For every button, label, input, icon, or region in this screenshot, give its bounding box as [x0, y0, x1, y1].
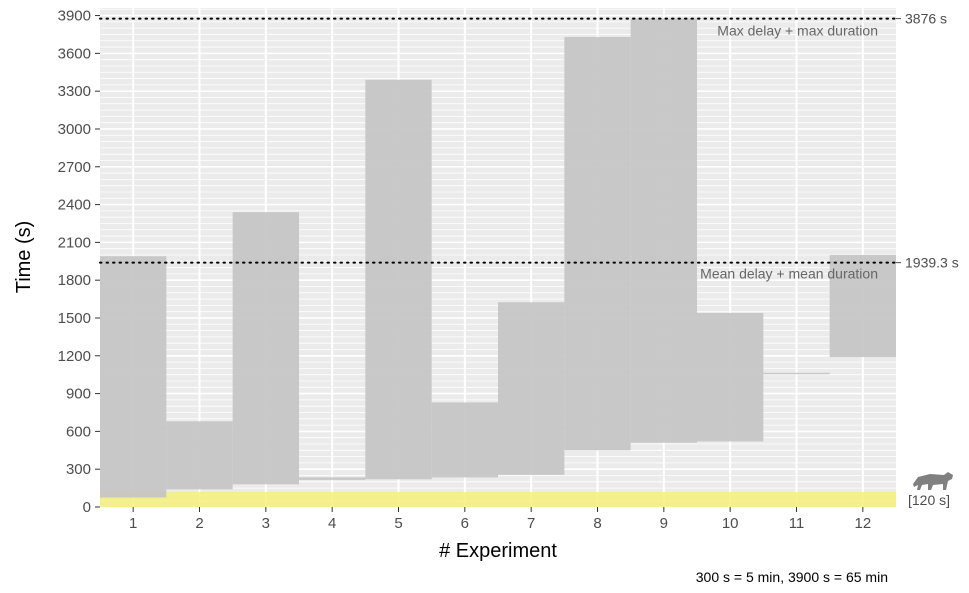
- ref-layer: 3876 s Max delay + max duration 1939.3 s Me…: [99, 11, 959, 282]
- bar-experiment-8: [564, 36, 631, 451]
- reference-side-label: 1939.3 s: [905, 255, 959, 271]
- y-tick-label: 2400: [58, 197, 91, 214]
- reference-line-label: Max delay + max duration: [717, 23, 878, 39]
- bar-experiment-2: [166, 421, 233, 490]
- y-tick-label: 3000: [58, 121, 91, 138]
- y-tick-label: 2700: [58, 159, 91, 176]
- x-tick-label: 7: [527, 515, 535, 532]
- bar-experiment-12: [829, 254, 896, 358]
- bar-experiment-7: [498, 302, 565, 475]
- bar-experiment-1: [100, 256, 167, 498]
- reference-line-label: Mean delay + mean duration: [700, 266, 878, 282]
- x-tick-label: 8: [593, 515, 601, 532]
- y-tick-label: 3300: [58, 83, 91, 100]
- footnote: 300 s = 5 min, 3900 s = 65 min: [696, 569, 888, 585]
- bar-experiment-11: [763, 372, 830, 375]
- band-layer: [100, 491, 896, 507]
- bar-experiment-9: [630, 18, 697, 443]
- y-tick-label: 0: [83, 499, 91, 516]
- x-axis-title: # Experiment: [439, 540, 557, 562]
- y-tick-label: 300: [66, 461, 91, 478]
- x-tick-label: 5: [394, 515, 402, 532]
- x-tick-label: 1: [129, 515, 137, 532]
- y-tick-label: 600: [66, 423, 91, 440]
- x-tick-label: 3: [262, 515, 270, 532]
- y-tick-label: 1500: [58, 310, 91, 327]
- y-tick-label: 3900: [58, 8, 91, 25]
- y-axis-title: Time (s): [13, 221, 35, 294]
- x-tick-label: 11: [789, 515, 805, 532]
- x-axis: 1 2 3 4 5 6 7 8 9 10 11 12: [129, 507, 871, 532]
- bar-experiment-5: [365, 79, 432, 480]
- band-label: [120 s]: [908, 492, 950, 508]
- bar-layer: [100, 18, 896, 498]
- y-tick-label: 900: [66, 386, 91, 403]
- bar-experiment-4: [299, 477, 366, 480]
- y-axis: 0 300 600 900 1200 1500 1800 2100 2400 2700 3000 33…: [58, 8, 100, 516]
- y-tick-label: 2100: [58, 234, 91, 251]
- y-tick-label: 1800: [58, 272, 91, 289]
- bar-experiment-3: [232, 212, 299, 485]
- highlight-band: [100, 491, 896, 507]
- x-tick-label: 6: [461, 515, 469, 532]
- y-tick-label: 1200: [58, 348, 91, 365]
- tiger-icon: [913, 472, 953, 490]
- x-tick-label: 4: [328, 515, 336, 532]
- reference-side-label: 3876 s: [905, 11, 947, 27]
- bar-experiment-10: [697, 312, 764, 442]
- x-tick-label: 9: [660, 515, 668, 532]
- x-tick-label: 10: [722, 515, 739, 532]
- x-tick-label: 12: [854, 515, 871, 532]
- bar-experiment-6: [431, 402, 498, 478]
- x-tick-label: 2: [195, 515, 203, 532]
- y-tick-label: 3600: [58, 45, 91, 62]
